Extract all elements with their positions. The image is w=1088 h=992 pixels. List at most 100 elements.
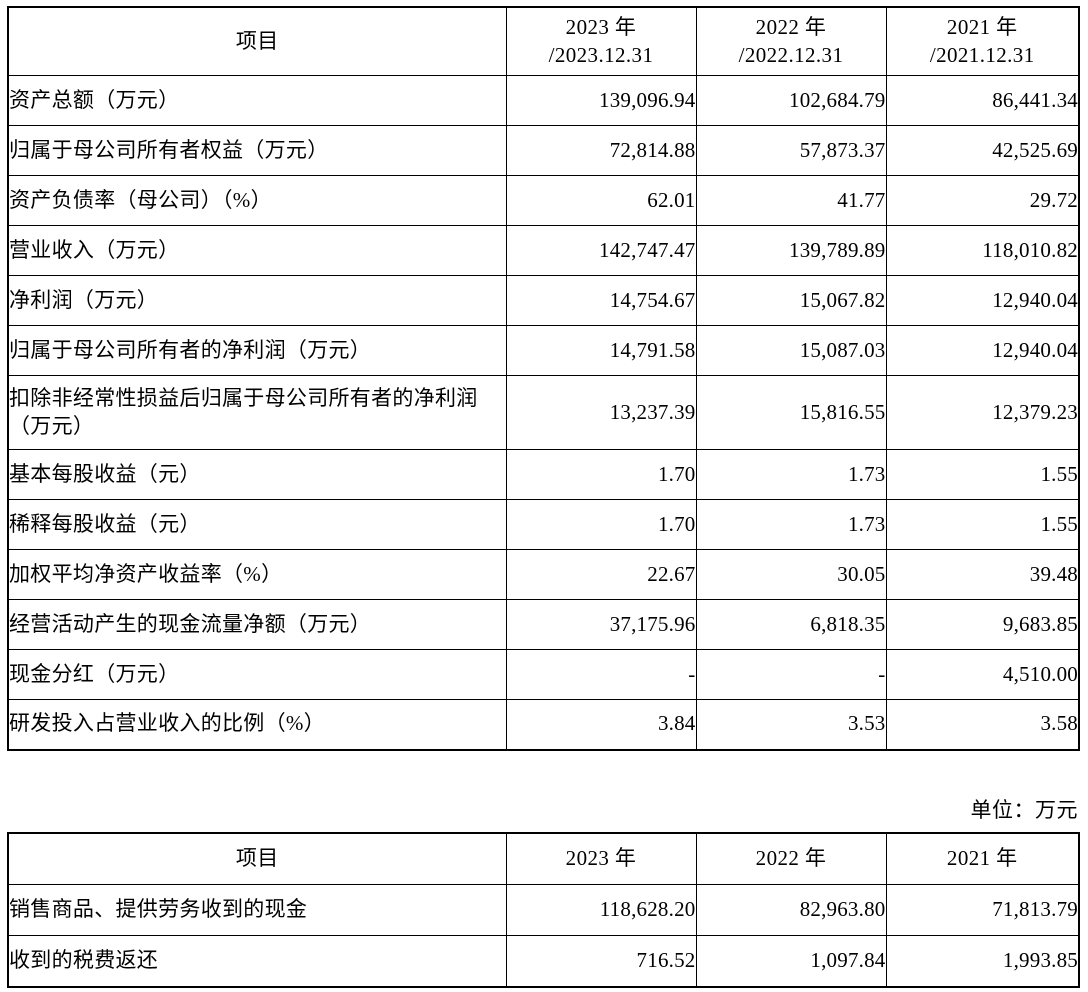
row-value-2022: 6,818.35 [695,599,887,650]
table-row: 基本每股收益（元） 1.70 1.73 1.55 [7,449,1080,500]
row-item-label: 销售商品、提供劳务收到的现金 [7,884,507,936]
row-value-2021: 4,510.00 [885,649,1080,700]
row-value-2021: 1.55 [885,499,1080,550]
unit-caption: 单位：万元 [970,798,1078,822]
table-one-header: 项目 2023 年 /2023.12.31 2022 年 /2022.12.31… [7,6,1080,76]
table-row: 现金分红（万元） - -4,510.00 [7,649,1080,700]
row-value-2021: 71,813.79 [885,884,1080,936]
column-header-2022-line1: 2022 年 [755,14,827,39]
column-header-2023: 2023 年 [505,832,697,885]
row-value-2022: 30.05 [695,549,887,600]
row-value-2022: 3.53 [695,699,887,750]
row-item-label: 资产负债率（母公司）（%） [7,175,507,226]
table-row: 收到的税费返还 716.52 1,097.84 1,993.85 [7,935,1080,987]
column-header-2022-line2: /2022.12.31 [738,42,844,67]
column-header-2023-line1: 2023 年 [565,14,637,39]
row-item-label: 净利润（万元） [7,275,507,326]
row-value-2022: 82,963.80 [695,884,887,936]
column-header-2021-line1: 2021 年 [946,846,1018,871]
table-two-body: 销售商品、提供劳务收到的现金 118,628.20 82,963.80 71,813.… [7,884,1080,987]
row-value-2021: 12,940.04 [885,325,1080,376]
row-value-2022: 15,087.03 [695,325,887,376]
row-item-label: 经营活动产生的现金流量净额（万元） [7,599,507,650]
table-row: 稀释每股收益（元） 1.70 1.73 1.55 [7,499,1080,550]
table-header-row: 项目 2023 年 /2023.12.31 2022 年 /2022.12.31… [7,6,1080,76]
row-value-2021: 3.58 [885,699,1080,750]
row-item-label: 扣除非经常性损益后归属于母公司所有者的净利润（万元） [7,375,507,450]
row-value-2023: 22.67 [505,549,697,600]
financial-summary-table: 项目 2023 年 /2023.12.31 2022 年 /2022.12.31… [7,6,1080,751]
table-one-body: 资产总额（万元） 139,096.94 102,684.79 86,441.34 归属于… [7,75,1080,750]
column-header-2022: 2022 年 [695,832,887,885]
column-header-item-line1: 项目 [235,28,279,53]
row-value-2021: 42,525.69 [885,125,1080,176]
row-value-2023: 14,754.67 [505,275,697,326]
row-value-2021: 118,010.82 [885,225,1080,276]
row-value-2022: 1.73 [695,499,887,550]
table-row: 资产负债率（母公司）（%） 62.01 41.77 29.72 [7,175,1080,226]
row-item-label: 收到的税费返还 [7,935,507,987]
row-value-2023: 716.52 [505,935,697,987]
row-value-2023: 3.84 [505,699,697,750]
table-row: 加权平均净资产收益率（%） 22.67 30.05 39.48 [7,549,1080,600]
row-value-2023: 1.70 [505,499,697,550]
row-value-2023: 139,096.94 [505,75,697,126]
row-value-2022: 139,789.89 [695,225,887,276]
row-value-2022: - [695,649,887,700]
row-item-label: 基本每股收益（元） [7,449,507,500]
row-value-2022: 41.77 [695,175,887,226]
table-header-row: 项目 2023 年 2022 年 2021 年 [7,832,1080,885]
row-value-2023: 13,237.39 [505,375,697,450]
row-value-2022: 102,684.79 [695,75,887,126]
column-header-2022-line1: 2022 年 [755,846,827,871]
row-value-2023: - [505,649,697,700]
table-two-header: 项目 2023 年 2022 年 2021 年 [7,832,1080,885]
column-header-2023-line1: 2023 年 [565,846,637,871]
row-value-2023: 118,628.20 [505,884,697,936]
column-header-2023-line2: /2023.12.31 [548,42,654,67]
column-header-2021: 2021 年 [885,832,1080,885]
table-row: 经营活动产生的现金流量净额（万元） 37,175.96 6,818.35 9,683.… [7,599,1080,650]
column-header-item: 项目 [7,6,507,76]
row-value-2021: 9,683.85 [885,599,1080,650]
row-item-label: 稀释每股收益（元） [7,499,507,550]
table-row: 营业收入（万元） 142,747.47 139,789.89 118,010.82 [7,225,1080,276]
row-value-2021: 39.48 [885,549,1080,600]
row-value-2021: 12,379.23 [885,375,1080,450]
row-value-2022: 15,067.82 [695,275,887,326]
row-value-2023: 37,175.96 [505,599,697,650]
row-value-2021: 1.55 [885,449,1080,500]
row-value-2022: 1.73 [695,449,887,500]
row-value-2023: 14,791.58 [505,325,697,376]
cash-flow-table: 项目 2023 年 2022 年 2021 年 销售商品、提供劳务收到的现金 11… [7,832,1080,988]
row-value-2023: 1.70 [505,449,697,500]
row-value-2023: 142,747.47 [505,225,697,276]
row-value-2021: 12,940.04 [885,275,1080,326]
row-item-label: 现金分红（万元） [7,649,507,700]
row-item-label: 归属于母公司所有者的净利润（万元） [7,325,507,376]
table-row: 归属于母公司所有者的净利润（万元） 14,791.58 15,087.03 12,94… [7,325,1080,376]
table-row: 净利润（万元） 14,754.67 15,067.82 12,940.04 [7,275,1080,326]
table-row: 销售商品、提供劳务收到的现金 118,628.20 82,963.80 71,813.… [7,884,1080,936]
table-row: 资产总额（万元） 139,096.94 102,684.79 86,441.34 [7,75,1080,126]
row-value-2022: 15,816.55 [695,375,887,450]
row-value-2022: 1,097.84 [695,935,887,987]
column-header-2021-line1: 2021 年 [946,14,1018,39]
row-item-label: 加权平均净资产收益率（%） [7,549,507,600]
column-header-2022: 2022 年 /2022.12.31 [695,6,887,76]
row-value-2021: 1,993.85 [885,935,1080,987]
row-value-2022: 57,873.37 [695,125,887,176]
row-value-2021: 86,441.34 [885,75,1080,126]
table-row: 研发投入占营业收入的比例（%） 3.84 3.53 3.58 [7,699,1080,750]
column-header-2021-line2: /2021.12.31 [929,42,1035,67]
column-header-2021: 2021 年 /2021.12.31 [885,6,1080,76]
column-header-item: 项目 [7,832,507,885]
row-item-label: 营业收入（万元） [7,225,507,276]
row-value-2021: 29.72 [885,175,1080,226]
column-header-item-line1: 项目 [235,846,279,871]
table-row: 归属于母公司所有者权益（万元） 72,814.88 57,873.37 42,525.… [7,125,1080,176]
row-item-label: 归属于母公司所有者权益（万元） [7,125,507,176]
row-value-2023: 72,814.88 [505,125,697,176]
table-row: 扣除非经常性损益后归属于母公司所有者的净利润（万元） 13,237.39 15,81… [7,375,1080,450]
